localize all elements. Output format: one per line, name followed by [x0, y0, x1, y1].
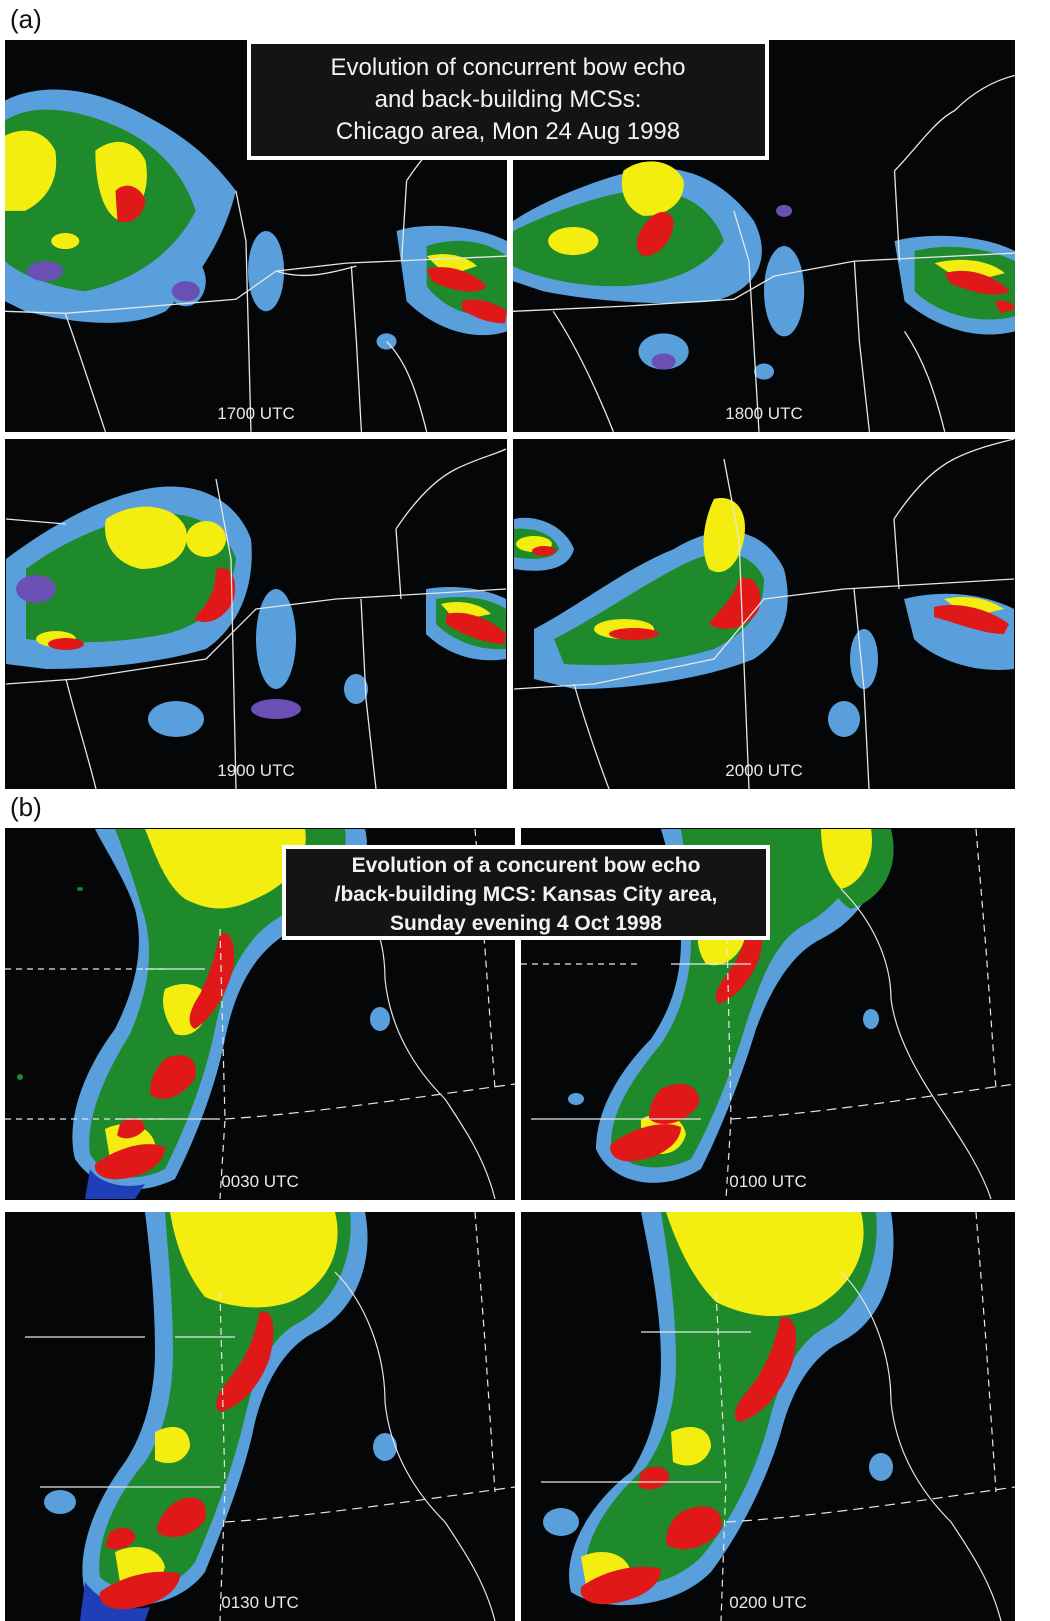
- title-b-line-2: /back-building MCS: Kansas City area,: [334, 883, 718, 906]
- timestamp-0030: 0030 UTC: [221, 1172, 299, 1191]
- radar-panel-1900: 1900 UTC: [5, 439, 507, 789]
- timestamp-2000: 2000 UTC: [725, 761, 803, 780]
- radar-map-0200: [541, 1212, 1015, 1621]
- timestamp-0100: 0100 UTC: [729, 1172, 807, 1191]
- title-b-line-3: Sunday evening 4 Oct 1998: [390, 912, 662, 935]
- timestamp-1800: 1800 UTC: [725, 404, 803, 423]
- figure-b-label: (b): [10, 792, 42, 822]
- timestamp-1700: 1700 UTC: [217, 404, 295, 423]
- title-a-line-3: Chicago area, Mon 24 Aug 1998: [335, 118, 681, 145]
- radar-panel-0130: 0130 UTC: [5, 1212, 515, 1621]
- radar-panel-2000: 2000 UTC: [513, 439, 1015, 789]
- radar-panel-0200: 0200 UTC: [521, 1212, 1015, 1621]
- radar-map-1800: [513, 74, 1015, 432]
- radar-map-2000: [513, 439, 1015, 789]
- radar-map-1700: [5, 69, 507, 432]
- radar-map-0130: [25, 1212, 515, 1621]
- radar-map-0100: [521, 828, 1015, 1200]
- title-b-line-1: Evolution of a concurent bow echo: [351, 854, 701, 877]
- title-box-b: Evolution of a concurent bow echo /back-…: [282, 845, 770, 940]
- radar-map-1900: [5, 448, 507, 789]
- timestamp-0130: 0130 UTC: [221, 1593, 299, 1612]
- figure-a-label: (a): [10, 4, 42, 34]
- title-box-a: Evolution of concurrent bow echo and bac…: [247, 40, 769, 160]
- title-a-line-2: and back-building MCSs:: [374, 86, 642, 113]
- title-a-line-1: Evolution of concurrent bow echo: [330, 54, 686, 81]
- timestamp-0200: 0200 UTC: [729, 1593, 807, 1612]
- timestamp-1900: 1900 UTC: [217, 761, 295, 780]
